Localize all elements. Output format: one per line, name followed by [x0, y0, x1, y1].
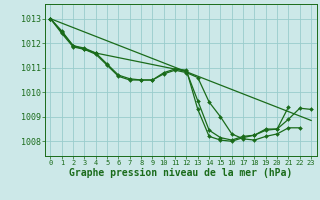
X-axis label: Graphe pression niveau de la mer (hPa): Graphe pression niveau de la mer (hPa): [69, 168, 292, 178]
